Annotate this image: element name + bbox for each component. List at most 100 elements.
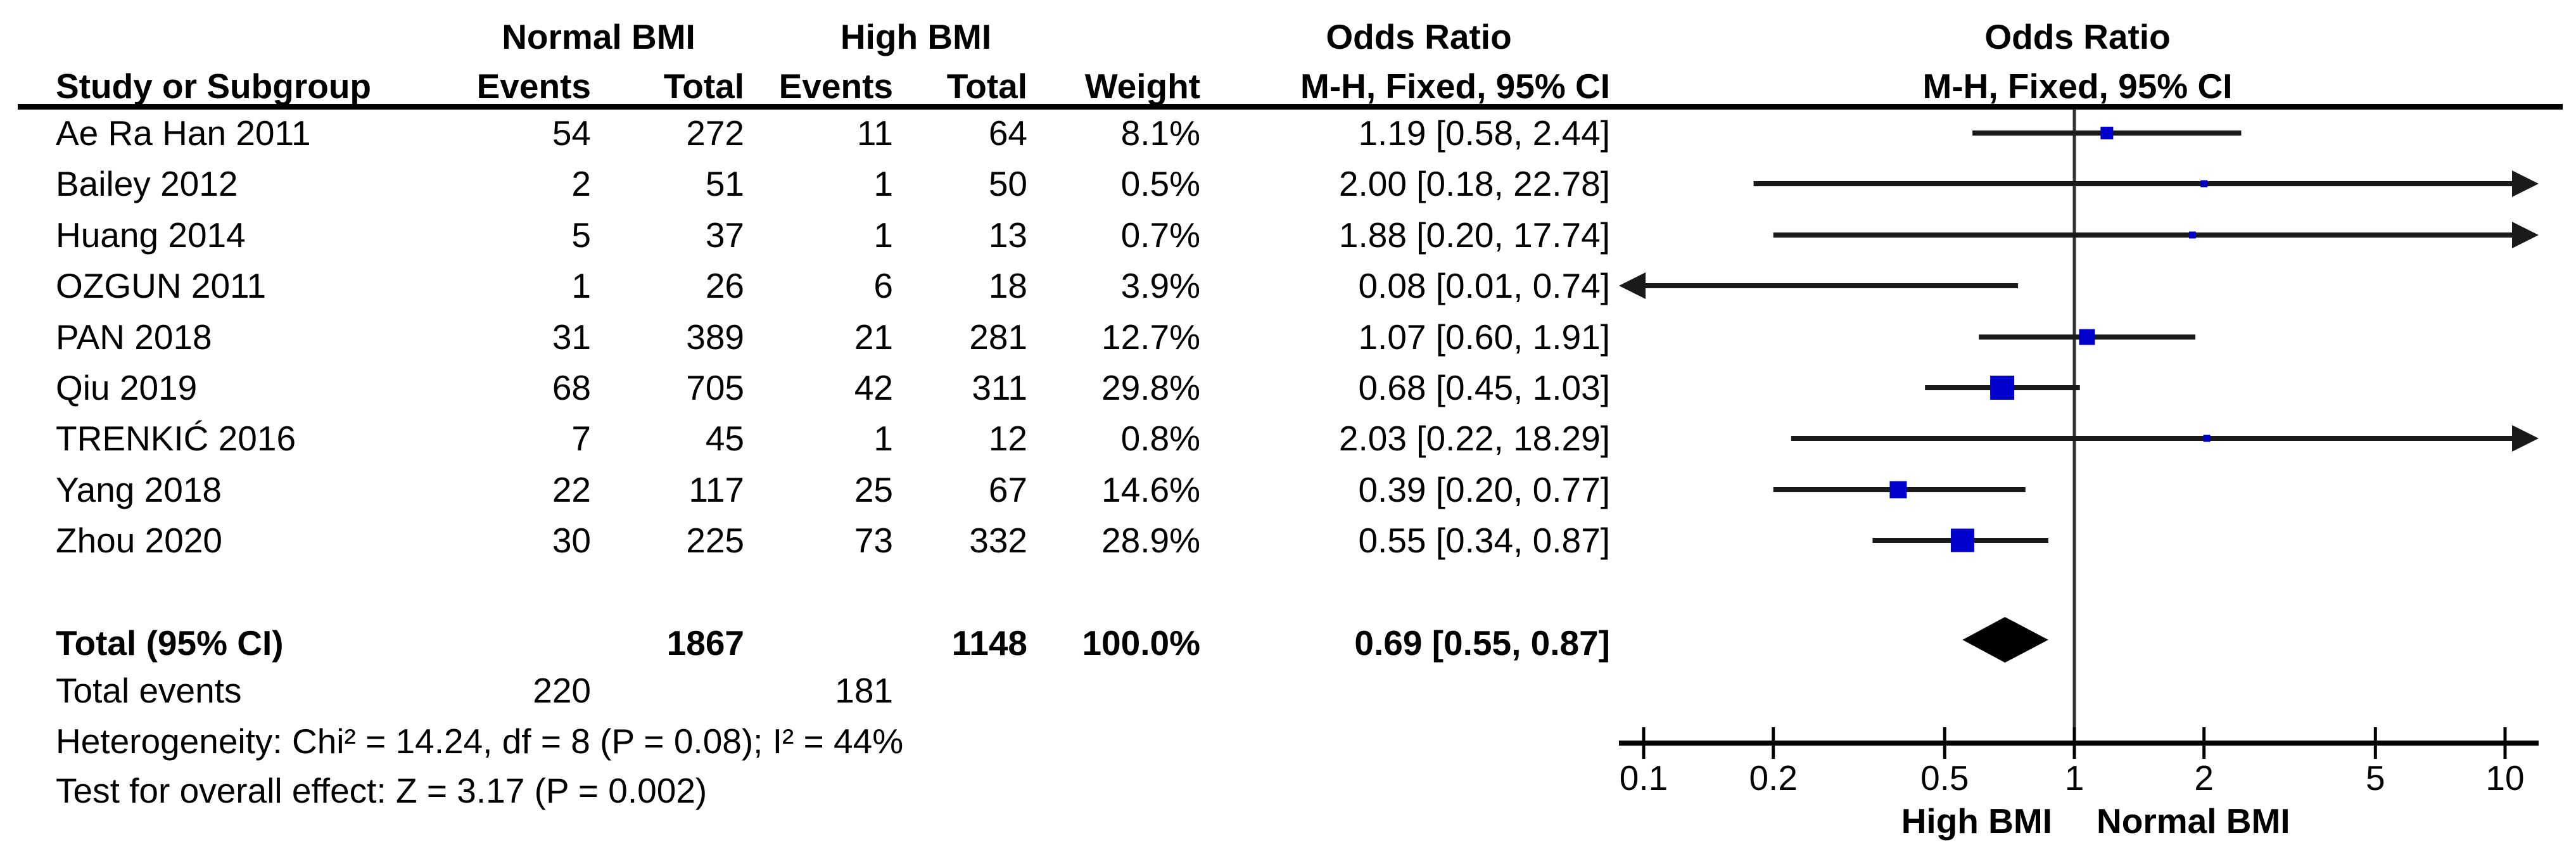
x-tick-label-2: 2 [2194, 758, 2214, 798]
weight-square-5 [2079, 329, 2095, 345]
row-2-total-high: 50 [988, 164, 1027, 203]
total-events-high: 181 [835, 671, 893, 710]
row-5-study-name: PAN 2018 [56, 317, 212, 357]
row-9-events-high: 73 [854, 521, 893, 560]
row-1-study-name: Ae Ra Han 2011 [56, 113, 311, 153]
total-or-ci: 0.69 [0.55, 0.87] [1354, 623, 1610, 663]
row-6-weight: 29.8% [1101, 368, 1200, 407]
weight-square-9 [1950, 528, 1974, 552]
row-5-total-high: 281 [969, 317, 1027, 357]
row-2-total-normal: 51 [705, 164, 744, 203]
plot-header-mh-ci: M-H, Fixed, 95% CI [1922, 67, 2233, 106]
row-2-weight: 0.5% [1120, 164, 1200, 203]
ci-arrow-right-3 [2512, 222, 2539, 248]
ci-arrow-left-4 [1619, 272, 1646, 299]
row-7-events-normal: 7 [571, 419, 591, 458]
row-4-total-normal: 26 [705, 266, 744, 305]
ci-arrow-right-7 [2512, 425, 2539, 452]
row-4-events-normal: 1 [571, 266, 591, 305]
axis-label-normal-bmi: Normal BMI [2097, 801, 2290, 841]
x-tick-label-5: 5 [2366, 758, 2385, 798]
row-8-events-normal: 22 [552, 470, 591, 509]
row-8-or-ci-text: 0.39 [0.20, 0.77] [1358, 470, 1610, 509]
row-7-or-ci-text: 2.03 [0.22, 18.29] [1338, 419, 1610, 458]
weight-square-1 [2100, 127, 2114, 139]
weight-square-3 [2188, 231, 2196, 239]
row-2-or-ci-text: 2.00 [0.18, 22.78] [1338, 164, 1610, 203]
row-1-events-normal: 54 [552, 113, 591, 153]
row-6-or-ci-text: 0.68 [0.45, 1.03] [1358, 368, 1610, 407]
row-8-events-high: 25 [854, 470, 893, 509]
row-7-total-high: 12 [988, 419, 1027, 458]
overall-effect-text: Test for overall effect: Z = 3.17 (P = 0… [56, 771, 707, 810]
row-3-study-name: Huang 2014 [56, 215, 246, 255]
row-8-total-normal: 117 [688, 470, 744, 509]
row-5-events-normal: 31 [552, 317, 591, 357]
weight-square-2 [2200, 180, 2208, 188]
col-header-total-high: Total [946, 67, 1027, 106]
total-label: Total (95% CI) [56, 623, 284, 663]
x-tick-label-1: 1 [2065, 758, 2084, 798]
row-3-events-normal: 5 [571, 215, 591, 255]
col-header-study: Study or Subgroup [56, 67, 372, 106]
weight-square-7 [2203, 435, 2211, 442]
row-6-total-high: 311 [972, 368, 1027, 407]
row-1-weight: 8.1% [1120, 113, 1200, 153]
row-9-events-normal: 30 [552, 521, 591, 560]
col-header-mh-ci: M-H, Fixed, 95% CI [1300, 67, 1610, 106]
x-tick-label-0.5: 0.5 [1920, 758, 1969, 798]
total-weight: 100.0% [1082, 623, 1200, 663]
row-3-total-normal: 37 [705, 215, 744, 255]
col-header-total-normal: Total [663, 67, 744, 106]
row-4-study-name: OZGUN 2011 [56, 266, 267, 305]
row-6-events-high: 42 [854, 368, 893, 407]
weight-square-6 [1990, 376, 2015, 400]
row-4-events-high: 6 [873, 266, 893, 305]
total-normal-total: 1867 [666, 623, 744, 663]
total-events-normal: 220 [533, 671, 591, 710]
axis-label-high-bmi: High BMI [1901, 801, 2052, 841]
row-7-events-high: 1 [873, 419, 893, 458]
row-1-events-high: 11 [856, 113, 893, 153]
row-7-weight: 0.8% [1120, 419, 1200, 458]
or-column-title: Odds Ratio [1326, 17, 1512, 56]
row-3-weight: 0.7% [1120, 215, 1200, 255]
row-3-total-high: 13 [988, 215, 1027, 255]
row-9-weight: 28.9% [1101, 521, 1200, 560]
row-9-or-ci-text: 0.55 [0.34, 0.87] [1358, 521, 1610, 560]
col-header-events-high: Events [778, 67, 893, 106]
total-events-label: Total events [56, 671, 242, 710]
row-5-or-ci-text: 1.07 [0.60, 1.91] [1358, 317, 1610, 357]
weight-square-8 [1889, 481, 1907, 499]
row-9-total-normal: 225 [686, 521, 744, 560]
group-header-high-bmi: High BMI [840, 17, 992, 56]
row-9-study-name: Zhou 2020 [56, 521, 222, 560]
row-8-total-high: 67 [988, 470, 1027, 509]
row-4-weight: 3.9% [1120, 266, 1200, 305]
row-5-weight: 12.7% [1101, 317, 1200, 357]
col-header-weight: Weight [1084, 67, 1200, 106]
row-1-or-ci-text: 1.19 [0.58, 2.44] [1358, 113, 1610, 153]
row-6-study-name: Qiu 2019 [56, 368, 198, 407]
row-2-events-high: 1 [873, 164, 893, 203]
row-1-total-high: 64 [988, 113, 1027, 153]
row-8-weight: 14.6% [1101, 470, 1200, 509]
row-4-total-high: 18 [988, 266, 1027, 305]
row-5-total-normal: 389 [686, 317, 744, 357]
row-4-or-ci-text: 0.08 [0.01, 0.74] [1358, 266, 1610, 305]
group-header-normal-bmi: Normal BMI [502, 17, 695, 56]
row-1-total-normal: 272 [686, 113, 744, 153]
col-header-events-normal: Events [476, 67, 591, 106]
heterogeneity-text: Heterogeneity: Chi² = 14.24, df = 8 (P =… [56, 722, 904, 761]
row-7-total-normal: 45 [705, 419, 744, 458]
header-rule [18, 104, 2563, 110]
ci-arrow-right-2 [2512, 170, 2539, 197]
row-9-total-high: 332 [969, 521, 1027, 560]
row-2-study-name: Bailey 2012 [56, 164, 238, 203]
row-6-events-normal: 68 [552, 368, 591, 407]
row-2-events-normal: 2 [571, 164, 591, 203]
total-high-total: 1148 [951, 623, 1027, 663]
total-diamond [1962, 617, 2048, 663]
row-3-or-ci-text: 1.88 [0.20, 17.74] [1338, 215, 1610, 255]
